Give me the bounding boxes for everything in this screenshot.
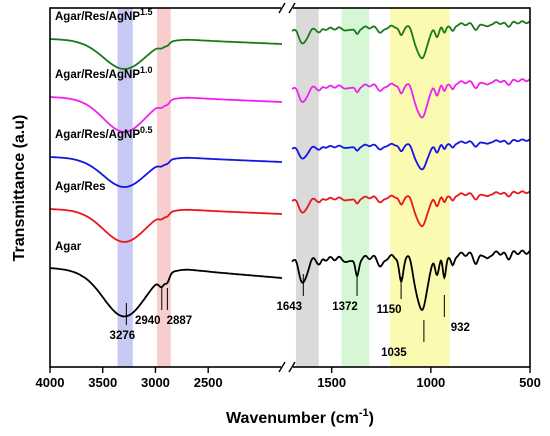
series-label-4-sup: 1.0	[140, 65, 153, 75]
x-tick-label-500: 500	[519, 375, 541, 390]
series-label-4: Agar/Res/AgNP1.0	[55, 65, 153, 81]
x-tick-label-1000: 1000	[416, 375, 445, 390]
series-3-right-curve	[291, 138, 531, 171]
series-label-5-sup: 1.5	[140, 7, 153, 17]
annotation-1643: 1643	[277, 301, 303, 313]
annotation-3276: 3276	[110, 330, 136, 342]
annotation-1150: 1150	[377, 304, 402, 316]
series-label-3: Agar/Res/AgNP0.5	[55, 125, 153, 141]
x-axis-label-main: Wavenumber (cm	[226, 410, 359, 427]
x-tick-label-3000: 3000	[141, 375, 170, 390]
x-axis-ticks: 4000 3500 3000 2500 1500 1000 500	[36, 367, 541, 390]
x-axis-label-sup: -1	[359, 407, 369, 419]
annotation-1372: 1372	[332, 301, 358, 313]
series-label-4-name: Agar/Res/AgNP	[55, 69, 140, 81]
spectra-curves	[49, 20, 531, 318]
series-5-right-curve	[291, 20, 531, 60]
series-labels: AgarAgar/ResAgar/Res/AgNP0.5Agar/Res/AgN…	[55, 7, 153, 253]
series-label-3-sup: 0.5	[140, 125, 153, 135]
peak-annotations: 3276 2940 2887 1643 1372 1150 1035 932	[110, 274, 470, 359]
annotation-1035: 1035	[381, 347, 407, 359]
series-label-3-name: Agar/Res/AgNP	[55, 129, 140, 141]
highlight-band-3	[295, 8, 319, 367]
series-2-right-curve	[291, 190, 531, 228]
highlight-band-4	[341, 8, 370, 367]
series-label-1: Agar	[55, 241, 82, 253]
break-slash-1	[278, 2, 286, 14]
series-2-left-curve	[50, 208, 282, 243]
break-slash-3	[278, 361, 286, 373]
series-label-1-name: Agar	[55, 241, 82, 253]
break-slash-2	[288, 2, 296, 14]
x-tick-label-2500: 2500	[194, 375, 223, 390]
axis-break-marks	[278, 2, 296, 373]
series-4-left-curve	[50, 96, 282, 133]
series-3-left-curve	[50, 156, 282, 188]
x-axis-label: Wavenumber (cm-1)	[226, 407, 374, 427]
series-label-5-name: Agar/Res/AgNP	[55, 11, 140, 23]
annotation-2887: 2887	[167, 315, 193, 327]
x-tick-label-1500: 1500	[317, 375, 346, 390]
series-label-2: Agar/Res	[55, 181, 106, 193]
series-label-5: Agar/Res/AgNP1.5	[55, 7, 153, 23]
series-1-right-curve	[291, 249, 531, 311]
x-axis-label-close: )	[369, 410, 374, 427]
y-axis-label: Transmittance (a.u)	[11, 115, 28, 262]
x-tick-label-3500: 3500	[88, 375, 117, 390]
break-slash-4	[288, 361, 296, 373]
highlight-band-2	[157, 8, 171, 367]
series-5-left-curve	[50, 38, 282, 70]
x-tick-label-4000: 4000	[36, 375, 65, 390]
series-1-left-curve	[49, 267, 283, 318]
series-4-right-curve	[291, 78, 531, 119]
annotation-2940: 2940	[135, 315, 161, 327]
annotation-932: 932	[451, 322, 470, 334]
series-label-2-name: Agar/Res	[55, 181, 106, 193]
